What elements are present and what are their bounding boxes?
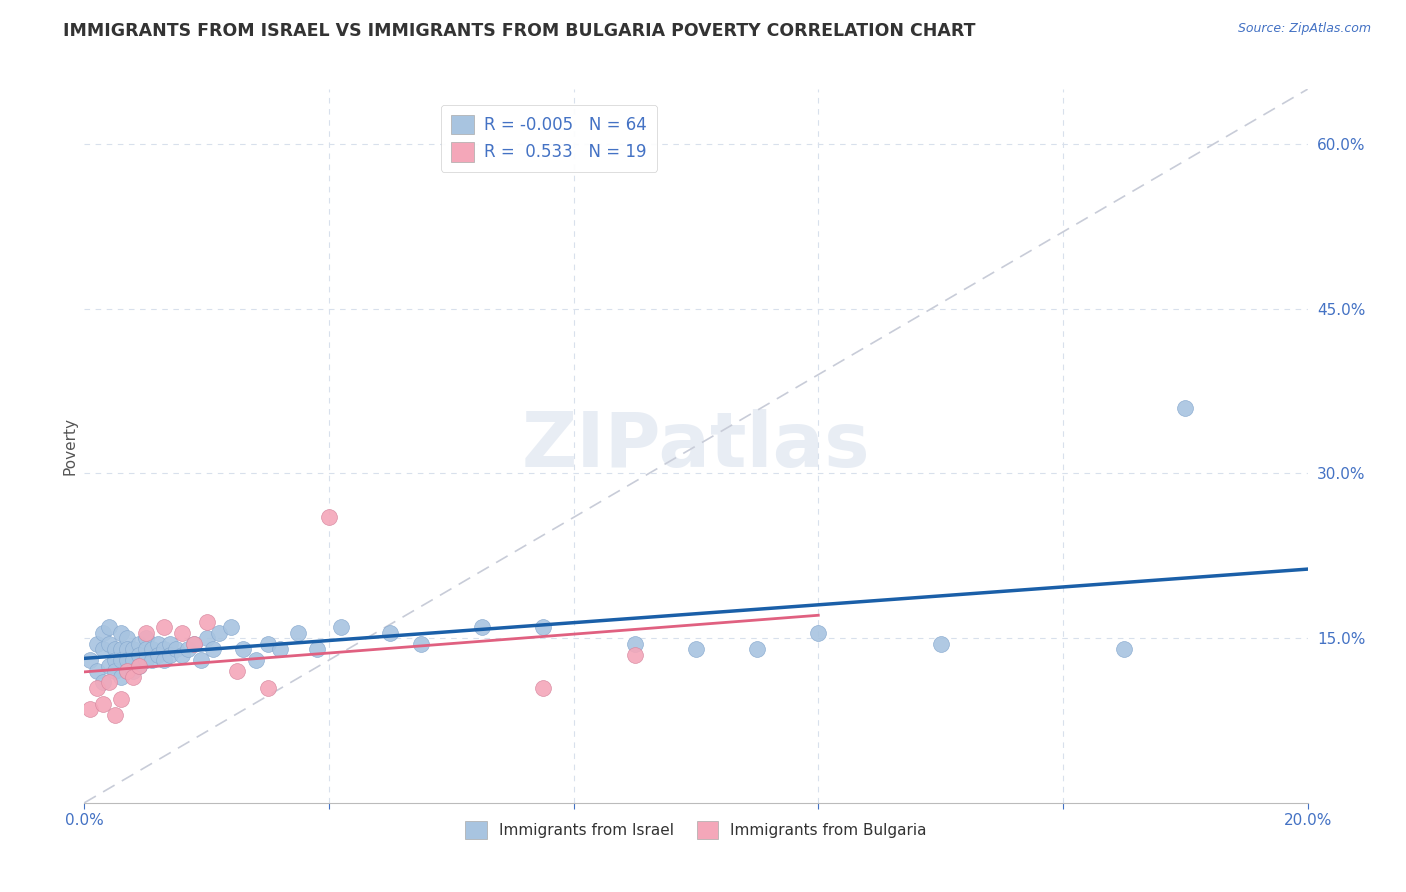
Text: IMMIGRANTS FROM ISRAEL VS IMMIGRANTS FROM BULGARIA POVERTY CORRELATION CHART: IMMIGRANTS FROM ISRAEL VS IMMIGRANTS FRO… [63,22,976,40]
Point [91,675,114,690]
Point [257,681,280,695]
Point [380,625,402,640]
Legend: Immigrants from Israel, Immigrants from Bulgaria: Immigrants from Israel, Immigrants from … [458,815,934,845]
Point [685,642,707,657]
Point [128,648,150,662]
Point [177,642,200,657]
Point [1174,401,1197,415]
Point [115,642,138,657]
Point [471,620,494,634]
Point [115,653,138,667]
Text: Source: ZipAtlas.com: Source: ZipAtlas.com [1237,22,1371,36]
Point [97,658,120,673]
Point [195,631,218,645]
Point [245,653,267,667]
Point [208,625,231,640]
Point [97,675,120,690]
Point [110,691,132,706]
Point [86,637,108,651]
Point [79,653,101,667]
Point [141,642,163,657]
Point [104,653,127,667]
Point [135,642,157,657]
Point [86,681,108,695]
Point [747,642,769,657]
Point [91,625,114,640]
Point [929,637,952,651]
Point [172,648,194,662]
Point [135,653,157,667]
Point [226,664,249,678]
Point [190,653,212,667]
Point [183,637,205,651]
Point [135,625,157,640]
Point [110,642,132,657]
Point [115,631,138,645]
Point [172,625,194,640]
Point [287,625,309,640]
Point [165,642,187,657]
Point [128,658,150,673]
Point [104,664,127,678]
Point [115,664,138,678]
Point [183,637,205,651]
Point [624,637,647,651]
Point [91,642,114,657]
Point [624,648,647,662]
Point [232,642,254,657]
Point [122,653,145,667]
Point [135,631,157,645]
Text: ZIPatlas: ZIPatlas [522,409,870,483]
Point [91,697,114,711]
Point [219,620,242,634]
Point [269,642,291,657]
Point [153,653,176,667]
Point [122,642,145,657]
Point [409,637,432,651]
Point [159,648,181,662]
Point [97,637,120,651]
Point [128,658,150,673]
Point [97,620,120,634]
Point [146,648,169,662]
Point [110,653,132,667]
Point [86,664,108,678]
Point [257,637,280,651]
Point [110,625,132,640]
Point [1114,642,1136,657]
Point [531,681,554,695]
Point [110,669,132,683]
Point [807,625,830,640]
Point [305,642,328,657]
Point [115,664,138,678]
Point [104,708,127,723]
Point [79,702,101,716]
Point [153,642,176,657]
Point [153,620,176,634]
Point [146,637,169,651]
Point [128,637,150,651]
Point [122,664,145,678]
Point [531,620,554,634]
Y-axis label: Poverty: Poverty [62,417,77,475]
Point [195,615,218,629]
Point [318,510,340,524]
Point [122,669,145,683]
Point [201,642,224,657]
Point [104,642,127,657]
Point [159,637,181,651]
Point [330,620,353,634]
Point [141,653,163,667]
